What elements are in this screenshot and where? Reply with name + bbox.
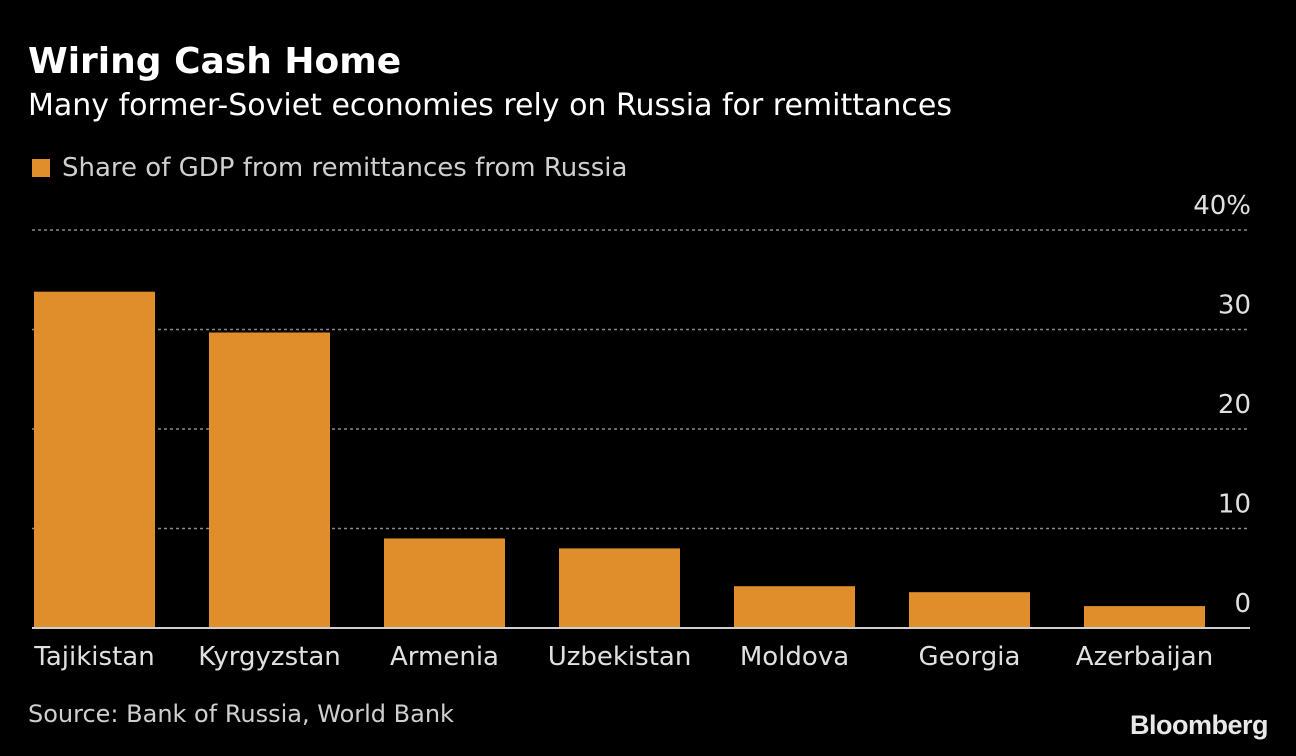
y-tick-label: 10	[1218, 490, 1251, 520]
legend-swatch	[32, 159, 50, 177]
bar	[1084, 606, 1205, 628]
y-tick-label: 30	[1218, 291, 1251, 321]
y-tick-label: 0	[1234, 589, 1251, 619]
legend: Share of GDP from remittances from Russi…	[32, 148, 627, 188]
bar	[909, 592, 1030, 628]
bloomberg-logo: Bloomberg	[1129, 710, 1269, 740]
bar	[34, 291, 155, 628]
source-note: Source: Bank of Russia, World Bank	[28, 700, 454, 728]
x-tick-label: Armenia	[390, 642, 499, 672]
x-tick-label: Kyrgyzstan	[198, 642, 340, 672]
x-tick-label: Georgia	[919, 642, 1021, 672]
bar	[209, 332, 330, 628]
chart-title: Wiring Cash Home	[28, 41, 402, 82]
y-tick-label: 20	[1218, 390, 1251, 420]
x-tick-label: Uzbekistan	[548, 642, 692, 672]
legend-label: Share of GDP from remittances from Russi…	[62, 153, 628, 183]
x-tick-label: Tajikistan	[33, 642, 154, 672]
chart-subtitle: Many former-Soviet economies rely on Rus…	[28, 88, 952, 123]
bar	[384, 538, 505, 628]
x-tick-label: Moldova	[740, 642, 849, 672]
y-tick-label: 40%	[1193, 191, 1251, 221]
bar	[559, 548, 680, 628]
bar	[734, 586, 855, 628]
x-tick-label: Azerbaijan	[1076, 642, 1213, 672]
bar-chart: 0 10 20 30 40% Tajikistan Kyrgyzstan Armenia Uzb…	[32, 191, 1251, 672]
